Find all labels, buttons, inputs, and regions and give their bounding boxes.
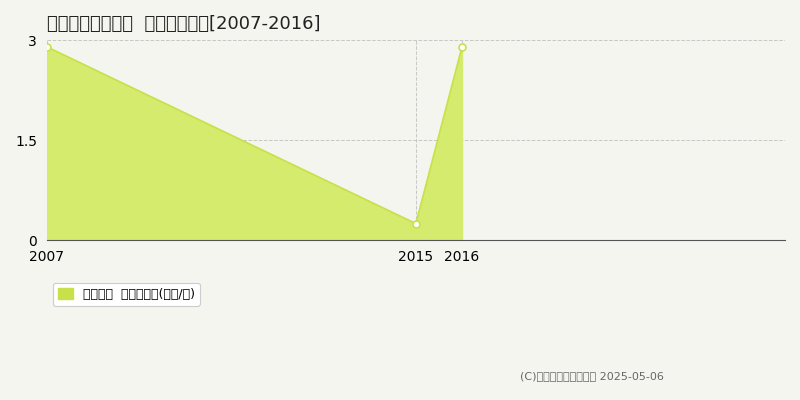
Text: 西伯郡大山町東嵪  土地価格推移[2007-2016]: 西伯郡大山町東嵪 土地価格推移[2007-2016] (46, 15, 320, 33)
Legend: 土地価格  平均坪単価(万円/坪): 土地価格 平均坪単価(万円/坪) (53, 282, 200, 306)
Text: (C)土地価格ドットコム 2025-05-06: (C)土地価格ドットコム 2025-05-06 (520, 371, 664, 381)
